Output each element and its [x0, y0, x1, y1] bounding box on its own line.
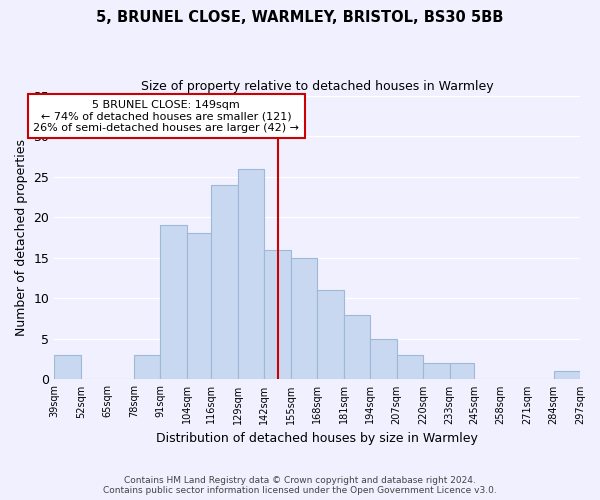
Y-axis label: Number of detached properties: Number of detached properties	[15, 139, 28, 336]
Bar	[449, 363, 474, 380]
Bar	[370, 339, 397, 380]
Bar	[211, 185, 238, 380]
Bar	[423, 363, 449, 380]
Bar	[290, 258, 317, 380]
Text: 5 BRUNEL CLOSE: 149sqm
← 74% of detached houses are smaller (121)
26% of semi-de: 5 BRUNEL CLOSE: 149sqm ← 74% of detached…	[34, 100, 299, 133]
Bar	[554, 372, 580, 380]
Bar	[187, 234, 211, 380]
Bar	[264, 250, 290, 380]
X-axis label: Distribution of detached houses by size in Warmley: Distribution of detached houses by size …	[156, 432, 478, 445]
Title: Size of property relative to detached houses in Warmley: Size of property relative to detached ho…	[141, 80, 493, 93]
Text: 5, BRUNEL CLOSE, WARMLEY, BRISTOL, BS30 5BB: 5, BRUNEL CLOSE, WARMLEY, BRISTOL, BS30 …	[97, 10, 503, 25]
Bar	[54, 355, 81, 380]
Bar	[317, 290, 344, 380]
Bar	[397, 355, 423, 380]
Bar	[238, 168, 264, 380]
Text: Contains HM Land Registry data © Crown copyright and database right 2024.
Contai: Contains HM Land Registry data © Crown c…	[103, 476, 497, 495]
Bar	[160, 226, 187, 380]
Bar	[134, 355, 160, 380]
Bar	[344, 314, 370, 380]
